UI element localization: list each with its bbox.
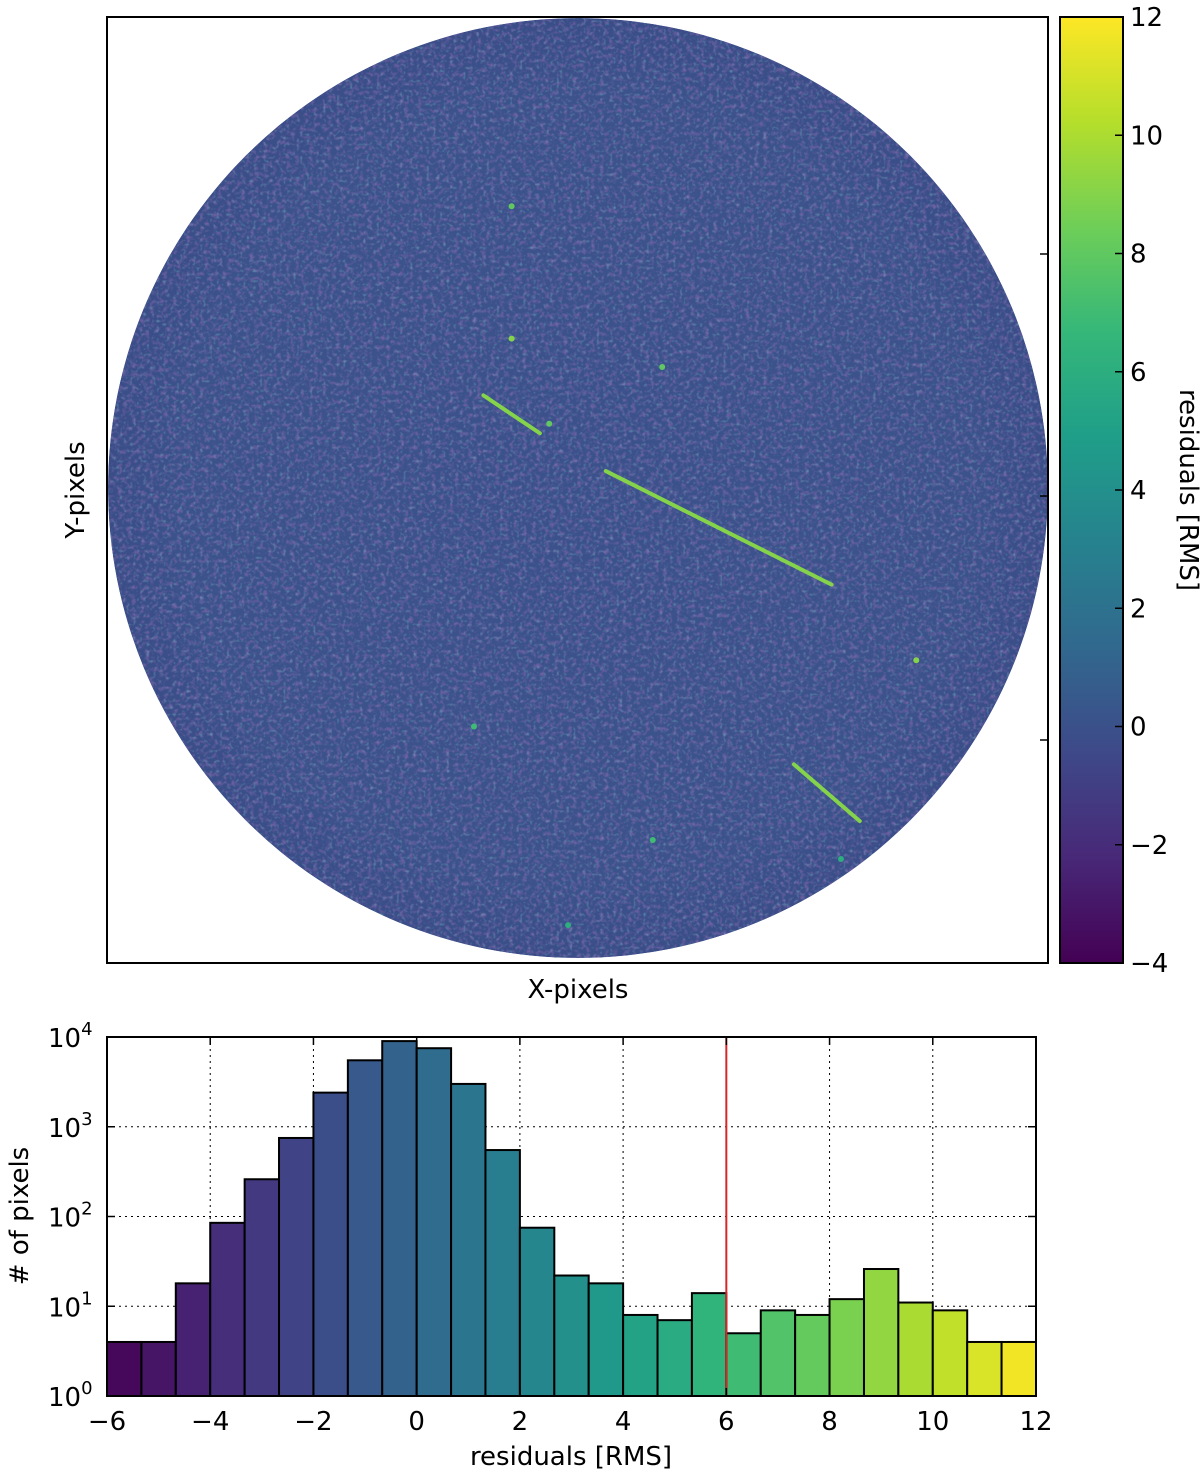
histogram-bar	[484, 1149, 521, 1398]
point-source	[508, 203, 515, 210]
point-source	[546, 420, 553, 427]
histogram-bar	[209, 1221, 246, 1397]
point-source	[659, 364, 666, 371]
streak-feature	[603, 469, 834, 587]
colorbar-tick-label: 6	[1130, 358, 1147, 388]
histogram-bar	[862, 1268, 900, 1397]
x-tick-label: 4	[615, 1407, 632, 1437]
x-tick-label: −4	[191, 1407, 229, 1437]
residual-image	[108, 18, 1048, 958]
histogram-bar	[278, 1136, 315, 1397]
histogram-x-label: residuals [RMS]	[470, 1442, 672, 1472]
histogram-bar	[725, 1332, 762, 1398]
y-tick-label: 101	[48, 1288, 93, 1323]
image-x-label: X-pixels	[528, 975, 629, 1005]
y-tick-label: 103	[48, 1109, 93, 1144]
x-tick-label: −6	[88, 1407, 126, 1437]
point-source	[508, 335, 515, 342]
colorbar: −4 −2 0 2 4 6 8 10 12 residuals [RMS]	[1059, 3, 1200, 979]
histogram-bar	[450, 1082, 487, 1397]
x-tick-label: 12	[1019, 1407, 1052, 1437]
y-tick-label: 104	[48, 1019, 93, 1054]
histogram-bar	[518, 1226, 556, 1397]
colorbar-tick-label: 10	[1130, 121, 1163, 151]
colorbar-tick-label: −2	[1130, 831, 1168, 861]
x-tick-label: 8	[821, 1407, 838, 1437]
histogram-bar	[243, 1178, 281, 1397]
histogram-bar	[140, 1340, 177, 1397]
histogram-x-ticks: −6 −4 −2 0 2 4 6 8 10 12	[88, 1037, 1053, 1437]
x-tick-label: 10	[916, 1407, 949, 1437]
colorbar-label: residuals [RMS]	[1173, 389, 1200, 591]
histogram-bar	[690, 1292, 728, 1397]
streak-feature	[481, 393, 542, 436]
image-right-ticks	[1040, 253, 1048, 741]
colorbar-tick-label: 8	[1130, 240, 1147, 270]
histogram-bar	[312, 1091, 349, 1398]
histogram-bar	[1000, 1340, 1037, 1397]
colorbar-tick-label: −4	[1130, 949, 1168, 979]
histogram-panel: −6 −4 −2 0 2 4 6 8 10 12 100 101 102 103 104 residual…	[5, 1019, 1053, 1472]
histogram-bar	[381, 1040, 418, 1397]
y-tick-label: 102	[48, 1199, 93, 1234]
point-source	[565, 922, 572, 929]
x-tick-label: −2	[294, 1407, 332, 1437]
x-tick-label: 6	[718, 1407, 735, 1437]
residual-image-panel: X-pixels Y-pixels	[61, 16, 1049, 1005]
x-tick-label: 2	[512, 1407, 529, 1437]
colorbar-tick-label: 0	[1130, 713, 1147, 743]
histogram-bar	[897, 1301, 934, 1398]
image-y-label: Y-pixels	[61, 441, 91, 539]
point-source	[470, 723, 477, 730]
histogram-bars	[106, 1040, 1037, 1398]
histogram-bar	[174, 1282, 212, 1397]
histogram-bar	[622, 1313, 659, 1397]
streak-feature	[791, 762, 862, 824]
histogram-bar	[553, 1274, 590, 1398]
histogram-bar	[966, 1340, 1003, 1397]
colorbar-gradient	[1059, 16, 1124, 964]
colorbar-ticks: −4 −2 0 2 4 6 8 10 12	[1115, 3, 1168, 979]
colorbar-tick-label: 4	[1130, 476, 1147, 506]
x-tick-label: 0	[408, 1407, 425, 1437]
histogram-bar	[828, 1298, 865, 1397]
histogram-bar	[931, 1309, 969, 1397]
histogram-bar	[656, 1319, 693, 1398]
histogram-bar	[106, 1340, 143, 1397]
residual-features	[470, 203, 920, 929]
point-source	[837, 855, 844, 862]
colorbar-tick-label: 12	[1130, 3, 1163, 33]
point-source	[649, 837, 656, 844]
histogram-bar	[346, 1059, 384, 1398]
y-tick-label: 100	[48, 1378, 93, 1413]
histogram-bar	[759, 1309, 797, 1397]
colorbar-tick-label: 2	[1130, 594, 1147, 624]
histogram-bar	[794, 1313, 831, 1397]
histogram-bar	[587, 1282, 625, 1397]
histogram-y-label: # of pixels	[5, 1147, 35, 1285]
image-frame	[106, 16, 1049, 964]
histogram-bar	[415, 1047, 453, 1397]
point-source	[913, 657, 920, 664]
